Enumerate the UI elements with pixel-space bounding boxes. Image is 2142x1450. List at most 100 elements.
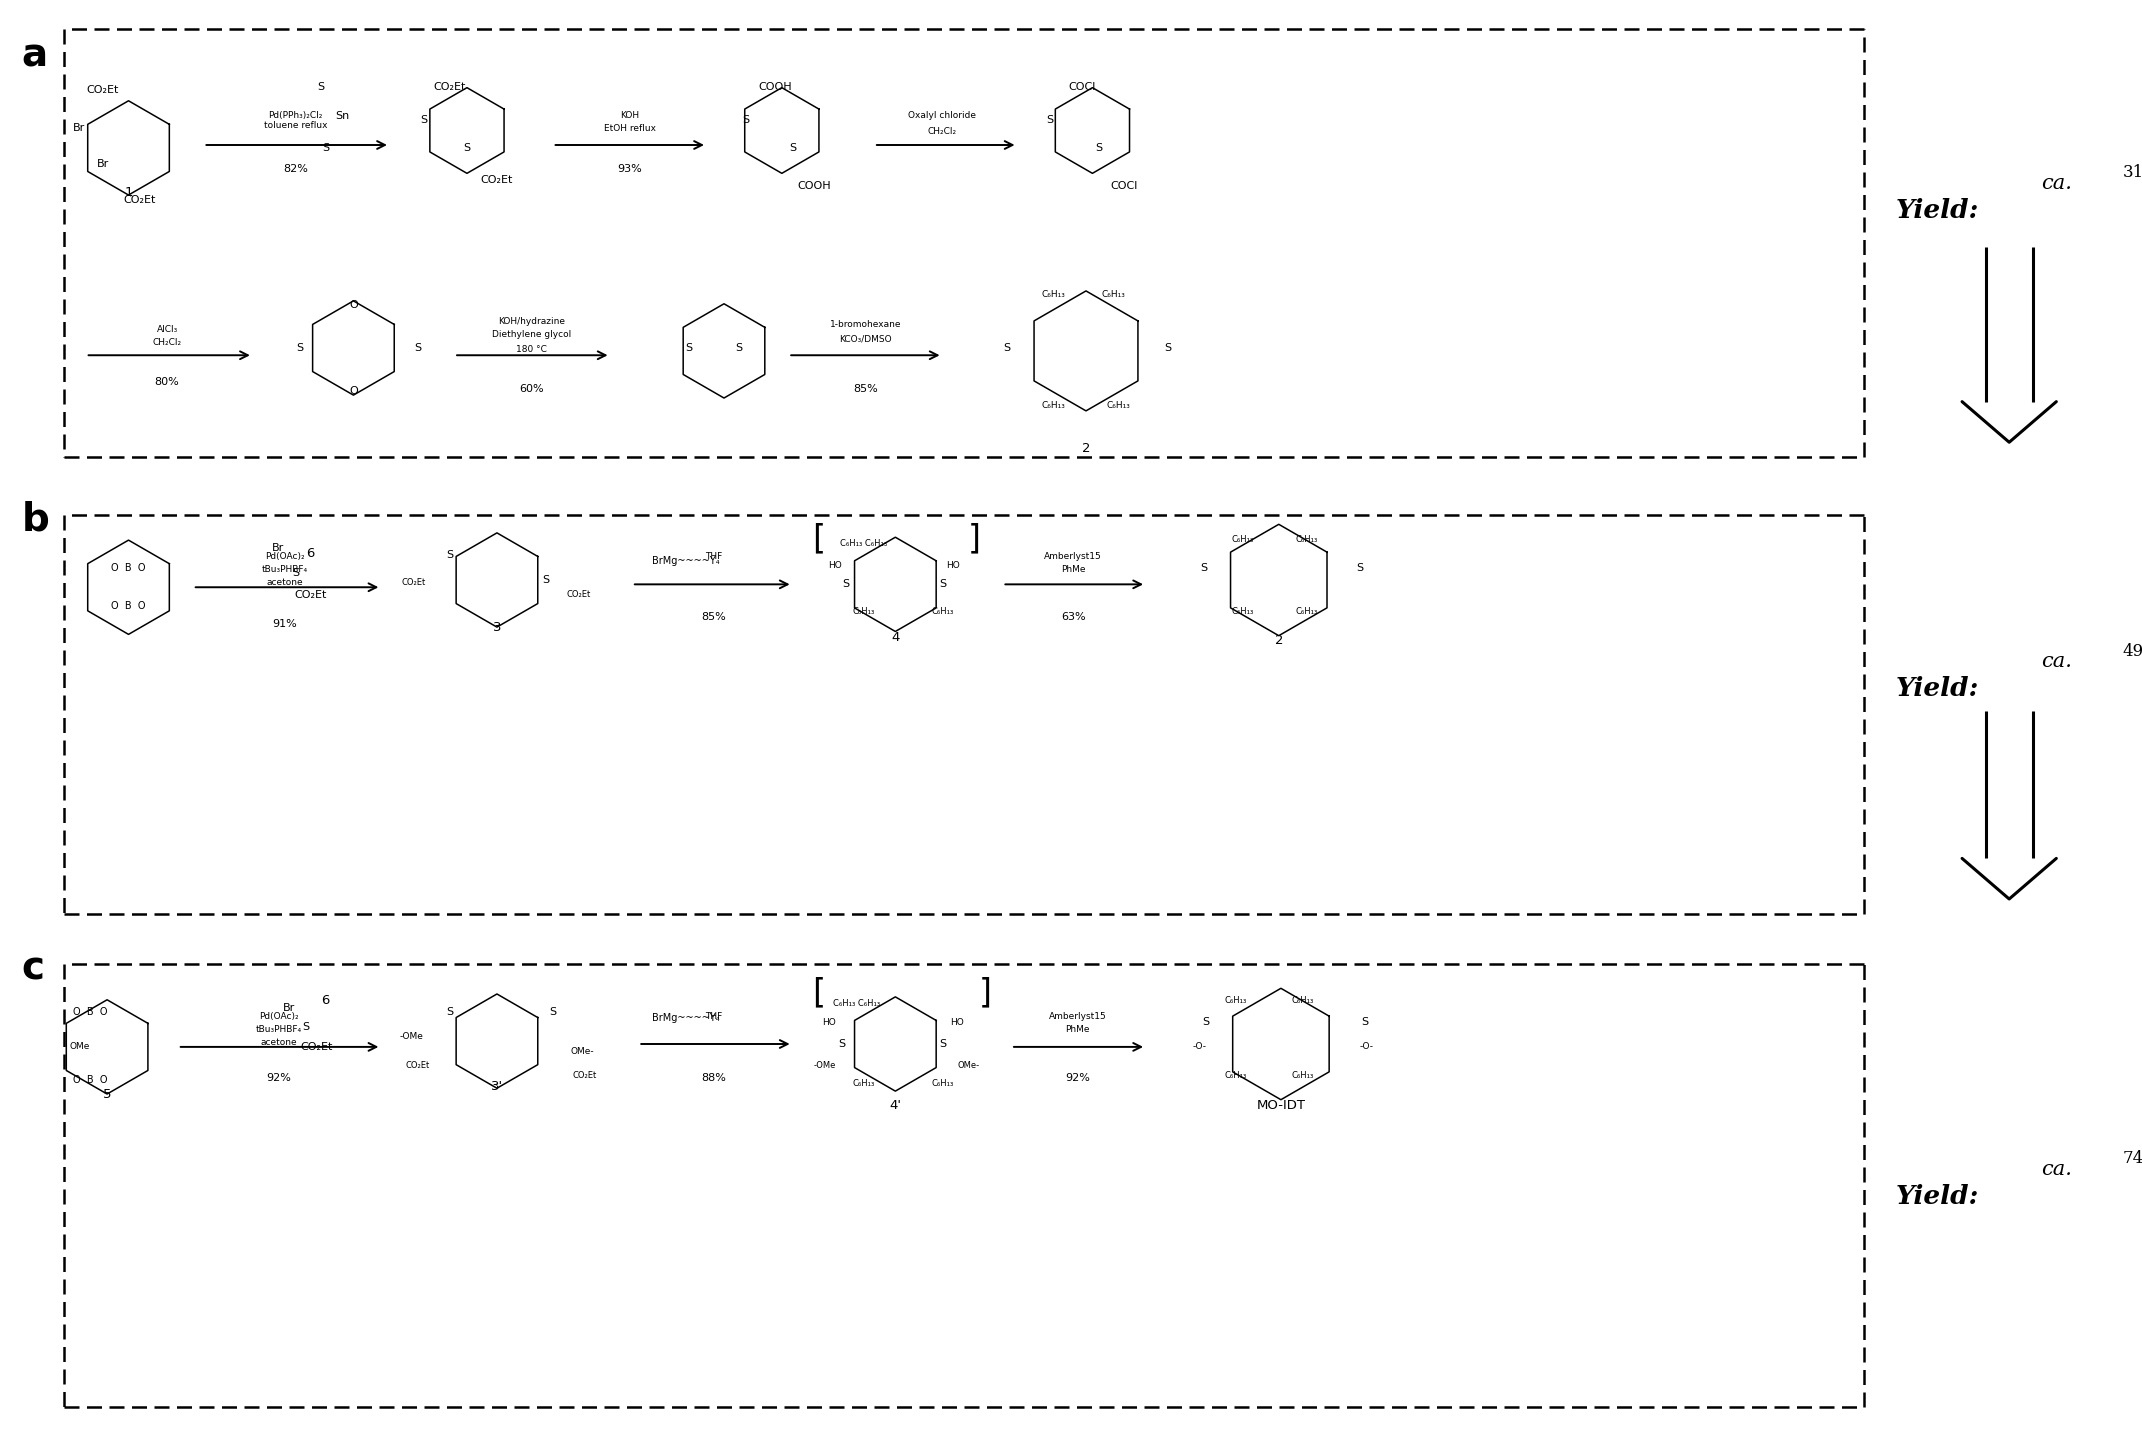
Text: S: S [842, 580, 850, 589]
Text: COOH: COOH [797, 181, 831, 190]
Text: C₆H₁₃: C₆H₁₃ [1296, 608, 1317, 616]
Text: 5: 5 [103, 1088, 111, 1101]
Text: Pd(OAc)₂: Pd(OAc)₂ [259, 1012, 298, 1021]
Text: -O-: -O- [1360, 1043, 1373, 1051]
Text: C₆H₁₃ C₆H₁₃: C₆H₁₃ C₆H₁₃ [840, 539, 887, 548]
Text: 180 °C: 180 °C [516, 345, 546, 354]
Text: tBu₃PHBF₄: tBu₃PHBF₄ [261, 566, 308, 574]
Text: CO₂Et: CO₂Et [480, 175, 514, 184]
Text: ca.: ca. [2041, 1160, 2071, 1179]
Text: [: [ [812, 523, 825, 555]
Text: C₆H₁₃: C₆H₁₃ [1296, 535, 1317, 544]
Text: PhMe: PhMe [1060, 566, 1086, 574]
Text: Sn: Sn [336, 112, 349, 120]
Text: 63%: 63% [1060, 612, 1086, 622]
Text: 2: 2 [1274, 634, 1283, 647]
Text: S: S [548, 1008, 557, 1016]
Text: Diethylene glycol: Diethylene glycol [493, 331, 570, 339]
Text: a: a [21, 36, 47, 74]
Text: S: S [420, 116, 428, 125]
Text: O  B  O: O B O [111, 564, 146, 573]
Text: ]: ] [968, 523, 981, 555]
Text: S: S [735, 344, 743, 352]
Text: S: S [788, 144, 797, 152]
Text: Pd(OAc)₂: Pd(OAc)₂ [266, 552, 304, 561]
Text: b: b [21, 500, 49, 538]
Text: THF: THF [705, 552, 722, 561]
Text: S: S [302, 1022, 311, 1031]
Text: S: S [938, 1040, 947, 1048]
Text: ]: ] [979, 977, 992, 1009]
Text: HO: HO [823, 1018, 835, 1027]
Text: S: S [1356, 564, 1364, 573]
Text: O  B  O: O B O [111, 602, 146, 610]
Text: OMe: OMe [69, 1043, 90, 1051]
Text: S: S [1360, 1018, 1369, 1027]
Text: 88%: 88% [700, 1073, 726, 1083]
Text: 82%: 82% [283, 164, 308, 174]
Text: Oxalyl chloride: Oxalyl chloride [908, 112, 977, 120]
Text: C₆H₁₃: C₆H₁₃ [1225, 1072, 1247, 1080]
Text: COOH: COOH [758, 83, 793, 91]
Text: C₆H₁₃: C₆H₁₃ [1232, 608, 1253, 616]
Text: ca.: ca. [2041, 652, 2071, 671]
Text: C₆H₁₃: C₆H₁₃ [1292, 996, 1313, 1005]
Text: KOH/hydrazine: KOH/hydrazine [497, 318, 565, 326]
Text: S: S [1095, 144, 1103, 152]
Text: 1: 1 [124, 186, 133, 199]
Text: S: S [838, 1040, 846, 1048]
Text: CH₂Cl₂: CH₂Cl₂ [927, 128, 957, 136]
Text: 4': 4' [889, 1099, 902, 1112]
Text: S: S [317, 83, 326, 91]
Text: AlCl₃: AlCl₃ [156, 325, 178, 334]
Text: CO₂Et: CO₂Et [293, 590, 328, 599]
Text: Amberlyst15: Amberlyst15 [1050, 1012, 1105, 1021]
Text: C₆H₁₃ C₆H₁₃: C₆H₁₃ C₆H₁₃ [833, 999, 880, 1008]
Text: HO: HO [951, 1018, 964, 1027]
Text: S: S [685, 344, 692, 352]
Text: C₆H₁₃: C₆H₁₃ [1101, 290, 1127, 299]
Text: O: O [349, 387, 358, 396]
Text: CO₂Et: CO₂Et [300, 1043, 334, 1051]
Text: O  B  O: O B O [73, 1076, 107, 1085]
Text: 6: 6 [306, 548, 315, 560]
Text: S: S [296, 344, 304, 352]
Text: S: S [291, 568, 300, 577]
Text: HO: HO [829, 561, 842, 570]
Text: OMe-: OMe- [957, 1061, 979, 1070]
Text: EtOH reflux: EtOH reflux [604, 125, 655, 133]
Text: 3': 3' [491, 1080, 503, 1093]
Text: C₆H₁₃: C₆H₁₃ [1041, 402, 1067, 410]
Text: Br: Br [283, 1003, 296, 1012]
Text: acetone: acetone [259, 1038, 298, 1047]
Text: tBu₃PHBF₄: tBu₃PHBF₄ [255, 1025, 302, 1034]
Text: S: S [463, 144, 471, 152]
Text: Yield:: Yield: [1896, 197, 1979, 223]
Text: HO: HO [947, 561, 960, 570]
Text: C₆H₁₃: C₆H₁₃ [932, 608, 953, 616]
Text: KCO₃/DMSO: KCO₃/DMSO [840, 335, 891, 344]
Text: CO₂Et: CO₂Et [433, 83, 467, 91]
Text: acetone: acetone [266, 579, 304, 587]
Text: 4: 4 [891, 631, 900, 644]
Text: C₆H₁₃: C₆H₁₃ [853, 1079, 874, 1088]
Text: O  B  O: O B O [73, 1008, 107, 1016]
Text: S: S [542, 576, 550, 584]
Text: Br: Br [73, 123, 86, 132]
Text: 1-bromohexane: 1-bromohexane [829, 320, 902, 329]
Text: Yield:: Yield: [1896, 676, 1979, 702]
Text: BrMg~~~~Y₄: BrMg~~~~Y₄ [651, 1014, 720, 1022]
Text: Amberlyst15: Amberlyst15 [1045, 552, 1101, 561]
Text: CO₂Et: CO₂Et [565, 590, 591, 599]
Text: 80%: 80% [154, 377, 180, 387]
Text: CH₂Cl₂: CH₂Cl₂ [152, 338, 182, 347]
Text: S: S [1045, 116, 1054, 125]
Text: S: S [741, 116, 750, 125]
Text: c: c [21, 950, 45, 987]
Text: C₆H₁₃: C₆H₁₃ [1225, 996, 1247, 1005]
Text: S: S [1202, 1018, 1210, 1027]
Text: THF: THF [705, 1012, 722, 1021]
Text: PhMe: PhMe [1065, 1025, 1090, 1034]
Text: COCl: COCl [1112, 181, 1137, 190]
Text: MO-IDT: MO-IDT [1257, 1099, 1304, 1112]
